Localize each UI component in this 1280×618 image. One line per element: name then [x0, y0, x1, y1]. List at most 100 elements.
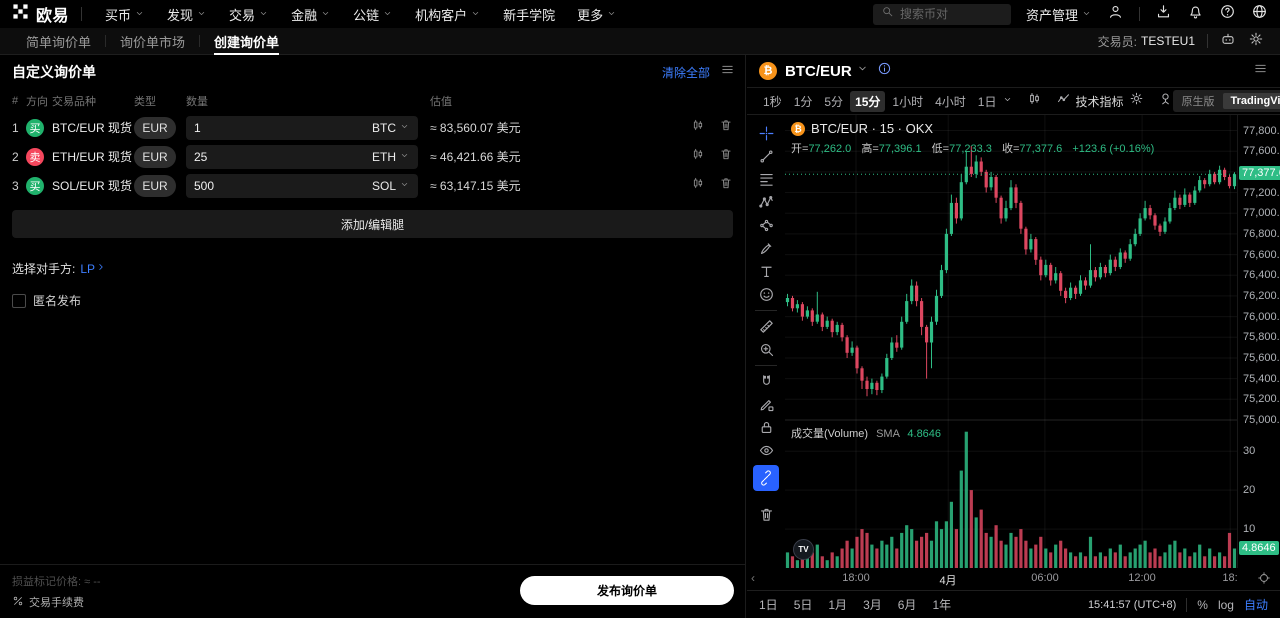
range-1mo[interactable]: 1月 — [828, 598, 848, 612]
pattern-tool-icon[interactable] — [754, 191, 778, 214]
screenshot-icon[interactable] — [1158, 91, 1173, 111]
menu-item-academy[interactable]: 新手学院 — [503, 7, 556, 23]
search-box[interactable] — [872, 3, 1011, 25]
fib-tool-icon[interactable] — [754, 168, 778, 191]
magnet-tool-icon[interactable] — [754, 370, 778, 393]
view-chart-icon[interactable] — [691, 176, 705, 195]
language-globe-icon[interactable] — [1251, 3, 1268, 25]
price-axis[interactable]: 77,800.077,600.077,400.077,200.077,000.0… — [1237, 115, 1280, 568]
candlestick-chart[interactable] — [785, 115, 1237, 568]
chart-symbol[interactable]: BTC/EUR — [785, 62, 852, 80]
info-icon[interactable] — [877, 61, 892, 81]
menu-item-buy-crypto[interactable]: 买币 — [94, 5, 156, 24]
sync-link-tool-icon[interactable] — [753, 465, 779, 491]
emoji-tool-icon[interactable] — [754, 283, 778, 306]
tradingview-logo[interactable]: TV — [793, 539, 814, 560]
auto-scale-button[interactable]: 自动 — [1243, 598, 1268, 612]
menu-item-trade[interactable]: 交易 — [218, 5, 280, 24]
interval-1m[interactable]: 1分 — [793, 94, 813, 109]
tab-create-rfq[interactable]: 创建询价单 — [200, 28, 293, 55]
bot-icon[interactable] — [1220, 31, 1236, 52]
chart-menu-icon[interactable] — [1253, 61, 1268, 81]
indicators-label[interactable]: 技术指标 — [1075, 94, 1124, 109]
user-icon[interactable] — [1107, 3, 1124, 25]
menu-item-finance[interactable]: 金融 — [280, 5, 342, 24]
leg-index: 1 — [12, 120, 19, 135]
chart-style-candles-icon[interactable] — [1027, 91, 1042, 111]
log-scale-button[interactable]: log — [1217, 597, 1234, 612]
trendline-tool-icon[interactable] — [754, 145, 778, 168]
hide-drawings-tool-icon[interactable] — [754, 439, 778, 462]
range-1d[interactable]: 1日 — [759, 598, 778, 612]
interval-5m[interactable]: 5分 — [824, 94, 844, 109]
crosshair-tool-icon[interactable] — [754, 122, 778, 145]
download-icon[interactable] — [1155, 3, 1172, 25]
tab-simple-rfq[interactable]: 简单询价单 — [26, 34, 92, 50]
range-5d[interactable]: 5日 — [793, 598, 813, 612]
amount-input[interactable] — [194, 149, 334, 164]
range-1y[interactable]: 1年 — [932, 598, 952, 612]
interval-1h[interactable]: 1小时 — [892, 94, 924, 109]
chart-settings-gear-icon[interactable] — [1129, 91, 1144, 111]
panel-menu-icon[interactable] — [720, 62, 735, 82]
clear-all-link[interactable]: 清除全部 — [661, 65, 710, 80]
unit-dropdown[interactable]: BTC — [372, 121, 410, 135]
currency-pill[interactable]: EUR — [134, 145, 176, 168]
main-menu: 买币 发现 交易 金融 公链 机构客户 新手学院 更多 — [94, 5, 628, 24]
instrument-selector[interactable]: ETH/EUR 现货 — [52, 148, 134, 165]
menu-item-chain[interactable]: 公链 — [342, 5, 404, 24]
interval-15m[interactable]: 15分 — [850, 90, 886, 112]
notifications-bell-icon[interactable] — [1187, 3, 1204, 25]
tradingview-version-button[interactable]: TradingView — [1222, 93, 1280, 109]
menu-item-more[interactable]: 更多 — [566, 5, 628, 24]
chart-clock[interactable]: 15:41:57 (UTC+8) — [1087, 598, 1177, 611]
anonymous-checkbox[interactable] — [12, 293, 26, 308]
view-chart-icon[interactable] — [691, 147, 705, 166]
measure-ruler-tool-icon[interactable] — [754, 315, 778, 338]
range-6mo[interactable]: 6月 — [897, 598, 917, 612]
chevron-down-icon[interactable] — [856, 62, 869, 80]
currency-pill[interactable]: EUR — [134, 174, 176, 197]
view-chart-icon[interactable] — [691, 118, 705, 137]
interval-1d[interactable]: 1日 — [977, 94, 997, 109]
menu-item-institutional[interactable]: 机构客户 — [404, 5, 492, 24]
publish-rfq-button[interactable]: 发布询价单 — [520, 576, 734, 605]
brush-tool-icon[interactable] — [754, 237, 778, 260]
delete-leg-icon[interactable] — [719, 118, 733, 137]
tab-rfq-market[interactable]: 询价单市场 — [120, 34, 186, 50]
counterparty-selector[interactable]: LP — [80, 261, 107, 276]
instrument-selector[interactable]: SOL/EUR 现货 — [52, 177, 134, 194]
asset-management-menu[interactable]: 资产管理 — [1026, 5, 1092, 24]
percent-scale-button[interactable]: % — [1197, 597, 1208, 612]
settings-gear-icon[interactable] — [1248, 31, 1264, 52]
delete-leg-icon[interactable] — [719, 176, 733, 195]
leg-value: ≈ 46,421.66 美元 — [430, 150, 521, 164]
amount-input[interactable] — [194, 120, 334, 135]
chevron-down-icon — [134, 7, 145, 22]
drawing-mode-tool-icon[interactable] — [754, 393, 778, 416]
lock-drawings-tool-icon[interactable] — [754, 416, 778, 439]
search-input[interactable] — [899, 7, 1000, 21]
help-icon[interactable] — [1219, 3, 1236, 25]
native-version-button[interactable]: 原生版 — [1181, 96, 1215, 108]
go-to-realtime-icon[interactable] — [1257, 571, 1271, 590]
text-tool-icon[interactable] — [754, 260, 778, 283]
collapse-left-icon[interactable]: ‹ — [751, 571, 755, 585]
indicators-icon[interactable] — [1056, 91, 1071, 111]
unit-dropdown[interactable]: SOL — [372, 179, 410, 193]
instrument-selector[interactable]: BTC/EUR 现货 — [52, 119, 134, 136]
okx-logo[interactable]: 欧易 — [12, 2, 69, 26]
range-3mo[interactable]: 3月 — [863, 598, 882, 612]
zoom-in-tool-icon[interactable] — [754, 338, 778, 361]
delete-leg-icon[interactable] — [719, 147, 733, 166]
remove-drawings-tool-icon[interactable] — [754, 503, 778, 526]
interval-1s[interactable]: 1秒 — [763, 94, 782, 109]
amount-input[interactable] — [194, 178, 334, 193]
interval-4h[interactable]: 4小时 — [935, 94, 966, 109]
forecast-tool-icon[interactable] — [754, 214, 778, 237]
add-edit-leg-button[interactable]: 添加/编辑腿 — [12, 210, 733, 238]
interval-more-chevron-icon[interactable] — [1002, 92, 1013, 110]
unit-dropdown[interactable]: ETH — [372, 150, 410, 164]
menu-item-discover[interactable]: 发现 — [156, 5, 218, 24]
currency-pill[interactable]: EUR — [134, 116, 176, 139]
